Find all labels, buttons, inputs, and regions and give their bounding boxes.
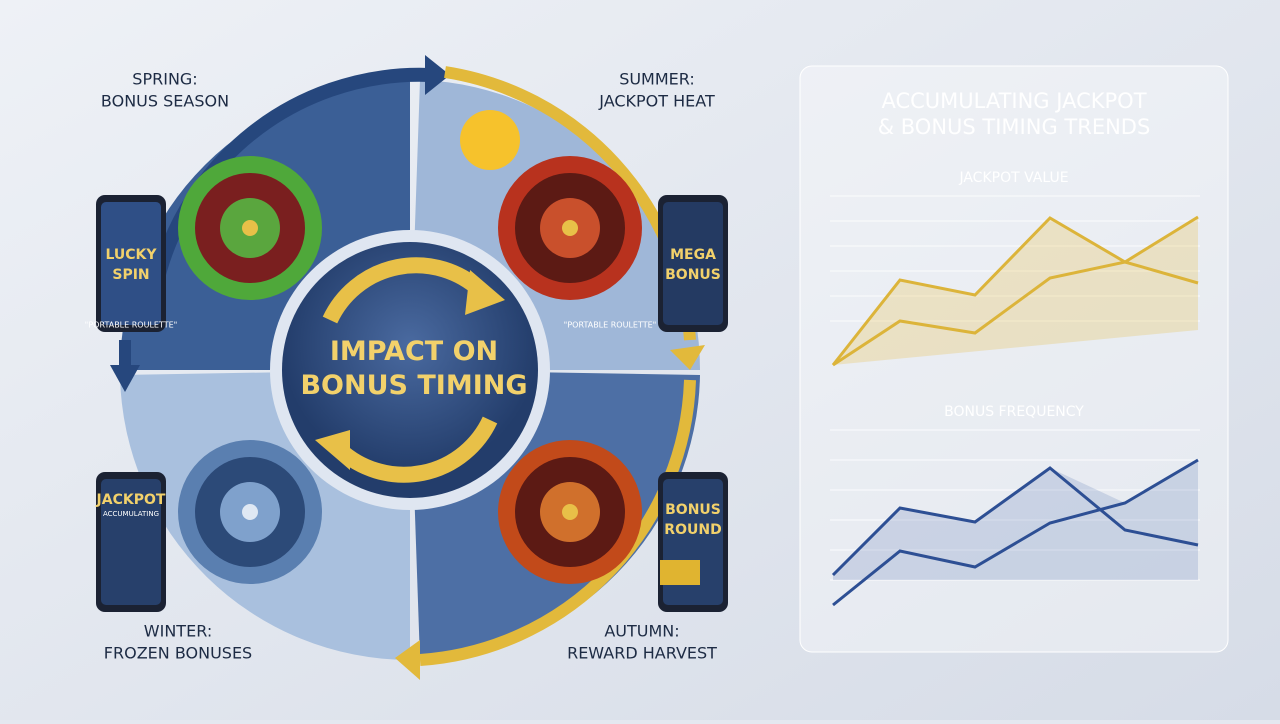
caption: "PORTABLE ROULETTE" (564, 321, 657, 330)
phone-text: JACKPOT (96, 492, 166, 508)
season-label: SUMMER: (619, 70, 695, 89)
phone-subtext: ACCUMULATING (103, 510, 159, 518)
season-label: AUTUMN: (604, 622, 679, 641)
phone-text: LUCKY (105, 247, 157, 263)
season-label: SPRING: (132, 70, 197, 89)
caption: "PORTABLE ROULETTE" (85, 321, 178, 330)
roulettes (178, 110, 642, 584)
panel-title: ACCUMULATING JACKPOT & BONUS TIMING TREND… (878, 89, 1151, 139)
center-title: IMPACT ON BONUS TIMING (300, 336, 527, 401)
phone-text: ROUND (664, 522, 721, 538)
season-sublabel: JACKPOT HEAT (598, 92, 715, 111)
phones (96, 195, 728, 612)
phone-text: SPIN (112, 267, 149, 283)
season-label: WINTER: (144, 622, 212, 641)
season-sublabel: BONUS SEASON (101, 92, 229, 111)
phone-text: BONUS (665, 502, 721, 518)
season-sublabel: REWARD HARVEST (567, 644, 717, 663)
chart-title: JACKPOT VALUE (958, 170, 1068, 186)
grid (830, 195, 1200, 581)
phone-text: BONUS (665, 267, 721, 283)
season-sublabel: FROZEN BONUSES (104, 644, 252, 663)
phone-text: MEGA (670, 247, 716, 263)
chart-title: BONUS FREQUENCY (944, 404, 1084, 420)
